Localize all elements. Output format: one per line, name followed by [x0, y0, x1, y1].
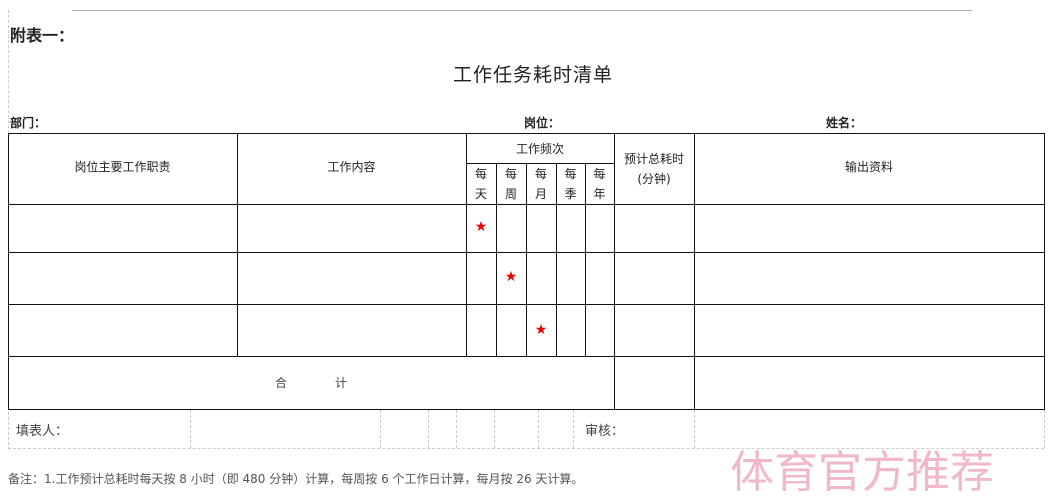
watermark: 体育官方推荐 — [730, 447, 994, 498]
header-yearly: 每年 — [593, 166, 606, 201]
header-quarterly: 每季 — [564, 166, 577, 201]
page-title: 工作任务耗时清单 — [452, 64, 613, 86]
reviewer-label: 审核： — [585, 424, 625, 439]
header-monthly: 每月 — [534, 166, 547, 201]
header-output: 输出资料 — [844, 160, 893, 174]
star-mark-daily: ★ — [474, 219, 488, 235]
header-duties: 岗位主要工作职责 — [74, 160, 171, 174]
header-content: 工作内容 — [327, 160, 376, 174]
footnote: 备注：1.工作预计总耗时每天按 8 小时（即 480 分钟）计算，每周按 6 个… — [8, 472, 584, 486]
header-frequency: 工作频次 — [515, 141, 564, 156]
page-top-border — [72, 10, 972, 11]
star-mark-weekly: ★ — [504, 269, 518, 285]
total-label: 合 计 — [274, 376, 347, 390]
name-label: 姓名： — [826, 116, 863, 130]
star-mark-monthly: ★ — [534, 322, 548, 338]
header-daily: 每天 — [474, 166, 487, 201]
department-label: 部门： — [10, 116, 47, 130]
position-label: 岗位： — [524, 116, 561, 130]
header-total-time: 预计总耗时(分钟) — [623, 151, 684, 186]
filler-label: 填表人： — [16, 424, 69, 439]
appendix-label: 附表一： — [10, 26, 75, 45]
header-weekly: 每周 — [504, 166, 517, 201]
